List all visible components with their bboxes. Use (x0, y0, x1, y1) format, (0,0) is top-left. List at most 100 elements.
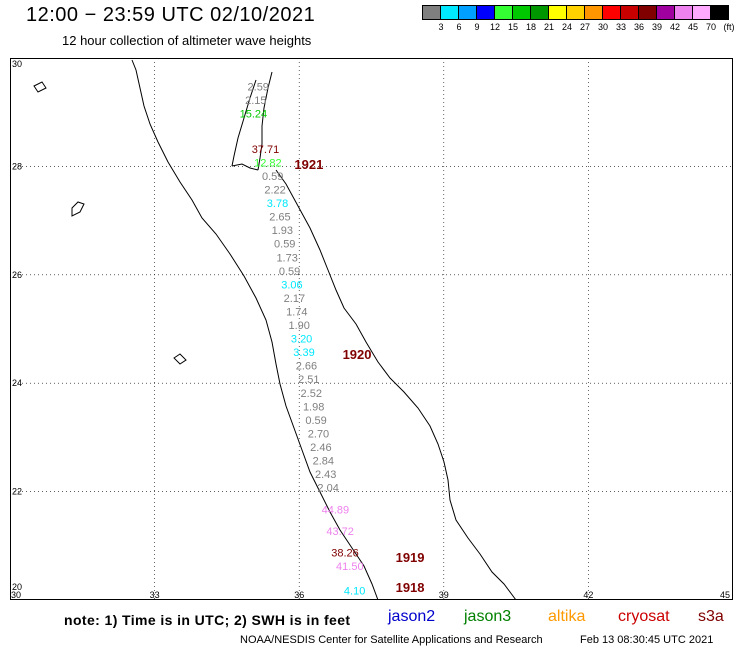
coastline-egypt-sudan (131, 59, 379, 600)
legend-label: (ft) (723, 22, 735, 32)
legend-label: 3 (438, 22, 444, 32)
coastline-sinai-east (257, 71, 273, 171)
wave-height-point: 2.52 (301, 388, 322, 400)
legend-label: 9 (474, 22, 480, 32)
satellite-legend-item: cryosat (618, 608, 670, 625)
wave-height-values: 2.592.1515.2437.7112.820.592.223.782.651… (240, 82, 366, 598)
pass-hour-label: 1920 (343, 347, 372, 362)
footer-note: note: 1) Time is in UTC; 2) SWH is in fe… (64, 612, 351, 628)
map-panel: 30 33 36 39 42 45 20 22 24 26 28 30 2.59 2.15 15.24 37… (10, 58, 733, 600)
footer-timestamp: Feb 13 08:30:45 UTC 2021 (580, 634, 714, 646)
footer-credit: NOAA/NESDIS Center for Satellite Applica… (240, 634, 543, 646)
legend-swatch (656, 5, 675, 20)
wave-height-point: 3.06 (281, 279, 302, 291)
wave-height-point: 1.90 (288, 320, 309, 332)
legend-swatch (710, 5, 729, 20)
pass-hour-label: 1921 (294, 157, 323, 172)
pass-hour-label: 1919 (396, 550, 425, 565)
y-tick-label: 20 (12, 582, 22, 592)
legend-swatch (584, 5, 603, 20)
color-scale-legend (422, 5, 729, 20)
wave-height-point: 2.59 (248, 82, 269, 94)
satellite-legend-item: altika (548, 608, 586, 625)
x-tick-label: 39 (439, 590, 449, 600)
x-tick-label: 30 (11, 590, 21, 600)
satellite-legend-item: s3a (698, 608, 724, 625)
coastline-saudi (275, 169, 517, 600)
satellite-legend-item: jason2 (388, 608, 436, 625)
wave-height-point: 4.10 (344, 586, 365, 598)
legend-swatch (620, 5, 639, 20)
wave-height-point: 2.84 (313, 456, 334, 468)
satellite-legend-item: jason3 (464, 608, 512, 625)
wave-height-point: 0.59 (274, 239, 295, 251)
legend-label: 42 (669, 22, 681, 32)
legend-swatch (530, 5, 549, 20)
legend-swatch (548, 5, 567, 20)
wave-height-point: 2.65 (269, 212, 290, 224)
legend-label: 36 (633, 22, 645, 32)
legend-label: 21 (543, 22, 555, 32)
wave-height-point: 37.71 (252, 144, 280, 156)
island-near-32-29 (33, 81, 47, 93)
legend-label: 39 (651, 22, 663, 32)
y-tick-label: 28 (12, 161, 22, 171)
wave-height-point: 3.39 (293, 347, 314, 359)
x-tick-label: 42 (583, 590, 593, 600)
wave-height-point: 0.59 (305, 415, 326, 427)
wave-height-point: 2.04 (317, 483, 338, 495)
y-tick-label: 26 (12, 270, 22, 280)
legend-swatch (422, 5, 441, 20)
coastline-sinai-south (231, 163, 259, 171)
wave-height-point: 41.50 (336, 561, 364, 573)
legend-swatch (638, 5, 657, 20)
wave-height-point: 2.15 (245, 95, 266, 107)
wave-height-point: 1.93 (272, 225, 293, 237)
y-tick-label: 24 (12, 378, 22, 388)
wave-height-point: 0.59 (262, 171, 283, 183)
grid-lines (10, 58, 733, 600)
wave-height-point: 0.59 (279, 266, 300, 278)
coastlines (33, 59, 517, 600)
legend-label: 15 (507, 22, 519, 32)
x-tick-label: 33 (150, 590, 160, 600)
y-tick-label: 30 (12, 59, 22, 69)
legend-swatch (602, 5, 621, 20)
legend-swatch (458, 5, 477, 20)
wave-height-point: 2.43 (315, 469, 336, 481)
map-title: 12:00 − 23:59 UTC 02/10/2021 (26, 4, 316, 26)
legend-swatch (476, 5, 495, 20)
map-frame (10, 58, 733, 600)
axis-tick-labels: 30 33 36 39 42 45 20 22 24 26 28 30 (11, 59, 730, 600)
map-subtitle: 12 hour collection of altimeter wave hei… (62, 33, 312, 48)
legend-label: 24 (561, 22, 573, 32)
wave-height-map: 30 33 36 39 42 45 20 22 24 26 28 30 2.592.15 15.24 37… (10, 58, 733, 600)
wave-height-point: 38.26 (331, 548, 359, 560)
island-near-34-24 (173, 353, 187, 365)
wave-height-point: 12.82 (254, 157, 282, 169)
legend-swatch (692, 5, 711, 20)
legend-label: 27 (579, 22, 591, 32)
island-near-33-27 (71, 201, 85, 217)
legend-swatch (674, 5, 693, 20)
wave-height-point: 15.24 (240, 109, 268, 121)
wave-height-point: 2.17 (284, 293, 305, 305)
x-tick-label: 36 (294, 590, 304, 600)
y-tick-label: 22 (12, 487, 22, 497)
legend-label: 70 (705, 22, 717, 32)
legend-swatch (566, 5, 585, 20)
legend-label: 18 (525, 22, 537, 32)
color-scale-labels: 3 6 9 12 15 18 21 24 27 30 33 36 39 42 45 70 (ft) (422, 22, 740, 36)
coastline-sinai-west (231, 79, 257, 167)
wave-height-point: 2.51 (298, 374, 319, 386)
wave-height-point: 2.66 (296, 361, 317, 373)
legend-label: 6 (456, 22, 462, 32)
pass-hour-label: 1918 (396, 580, 425, 595)
legend-swatch (494, 5, 513, 20)
wave-height-point: 2.46 (310, 442, 331, 454)
legend-label: 12 (489, 22, 501, 32)
x-tick-label: 45 (720, 590, 730, 600)
legend-label: 33 (615, 22, 627, 32)
wave-height-point: 43.72 (326, 526, 354, 538)
wave-height-point: 2.22 (264, 185, 285, 197)
